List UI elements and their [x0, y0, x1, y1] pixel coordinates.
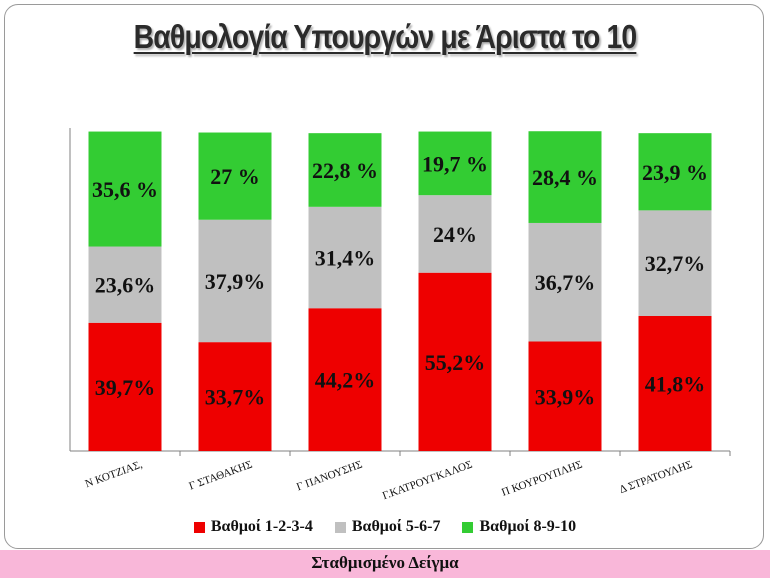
- chart-title: Βαθμολογία Υπουργών με Άριστα το 10: [133, 18, 638, 55]
- data-label-s2-5: 36,7%: [535, 270, 596, 295]
- x-tick-label-6: Δ ΣΤΡΑΤΟΥΛΗΣ: [618, 459, 694, 496]
- bar-s1-6: [638, 315, 712, 451]
- legend-label-3: Βαθμοί 8-9-10: [479, 518, 577, 535]
- bar-s1-1: [88, 322, 162, 451]
- bar-s3-3: [308, 133, 382, 207]
- bar-s1-4: [418, 272, 492, 451]
- bar-s1-2: [198, 342, 272, 451]
- x-tick-label-1: Ν ΚΟΤΖΙΑΣ,: [84, 458, 145, 490]
- legend-item-1: Βαθμοί 1-2-3-4: [193, 518, 313, 536]
- legend-label-1: Βαθμοί 1-2-3-4: [210, 518, 313, 535]
- data-label-s2-6: 32,7%: [645, 251, 706, 276]
- bar-s2-2: [198, 219, 272, 343]
- legend-label-2: Βαθμοί 5-6-7: [351, 518, 441, 535]
- data-label-s1-3: 44,2%: [315, 368, 376, 393]
- data-label-s2-2: 37,9%: [205, 269, 266, 294]
- bar-s1-3: [308, 308, 382, 451]
- x-tick-label-3: Γ ΠΑΝΟΥΣΗΣ: [295, 459, 364, 494]
- data-label-s3-6: 23,9 %: [642, 160, 708, 185]
- legend-item-3: Βαθμοί 8-9-10: [462, 518, 576, 536]
- legend-item-2: Βαθμοί 5-6-7: [334, 518, 441, 536]
- legend-swatch-2: [334, 521, 346, 533]
- data-label-s2-1: 23,6%: [95, 273, 156, 298]
- data-label-s1-4: 55,2%: [425, 350, 486, 375]
- footer-banner: Σταθμισμένο Δείγμα: [0, 550, 770, 578]
- data-label-s3-3: 22,8 %: [312, 158, 378, 183]
- data-label-s3-5: 28,4 %: [532, 165, 598, 190]
- legend-swatch-1: [193, 521, 205, 533]
- bar-s3-2: [198, 132, 272, 220]
- bar-s3-4: [418, 131, 492, 196]
- data-label-s3-4: 19,7 %: [422, 151, 488, 176]
- bar-s2-4: [418, 195, 492, 273]
- data-label-s2-4: 24%: [433, 222, 477, 247]
- bar-s3-5: [528, 131, 602, 223]
- data-label-s3-1: 35,6 %: [92, 177, 158, 202]
- bar-s3-1: [88, 131, 162, 247]
- chart-legend: Βαθμοί 1-2-3-4 Βαθμοί 5-6-7 Βαθμοί 8-9-1…: [0, 518, 770, 536]
- x-tick-label-5: Π ΚΟΥΡΟΥΠΛΗΣ: [500, 459, 584, 499]
- footer-text: Σταθμισμένο Δείγμα: [311, 553, 459, 572]
- bar-s2-6: [638, 210, 712, 316]
- x-tick-label-2: Γ ΣΤΑΘΑΚΗΣ: [187, 459, 254, 493]
- bar-s2-3: [308, 206, 382, 309]
- bar-s1-5: [528, 341, 602, 451]
- bar-s3-6: [638, 133, 712, 211]
- bar-s2-5: [528, 222, 602, 342]
- data-label-s1-1: 39,7%: [95, 375, 156, 400]
- legend-swatch-3: [462, 521, 474, 533]
- data-label-s1-2: 33,7%: [205, 385, 266, 410]
- data-label-s1-5: 33,9%: [535, 384, 596, 409]
- x-tick-label-4: Γ.ΚΑΤΡΟΥΓΚΑΛΟΣ: [381, 459, 474, 503]
- data-label-s3-2: 27 %: [210, 164, 260, 189]
- data-label-s2-3: 31,4%: [315, 246, 376, 271]
- bar-s2-1: [88, 246, 162, 323]
- data-label-s1-6: 41,8%: [645, 371, 706, 396]
